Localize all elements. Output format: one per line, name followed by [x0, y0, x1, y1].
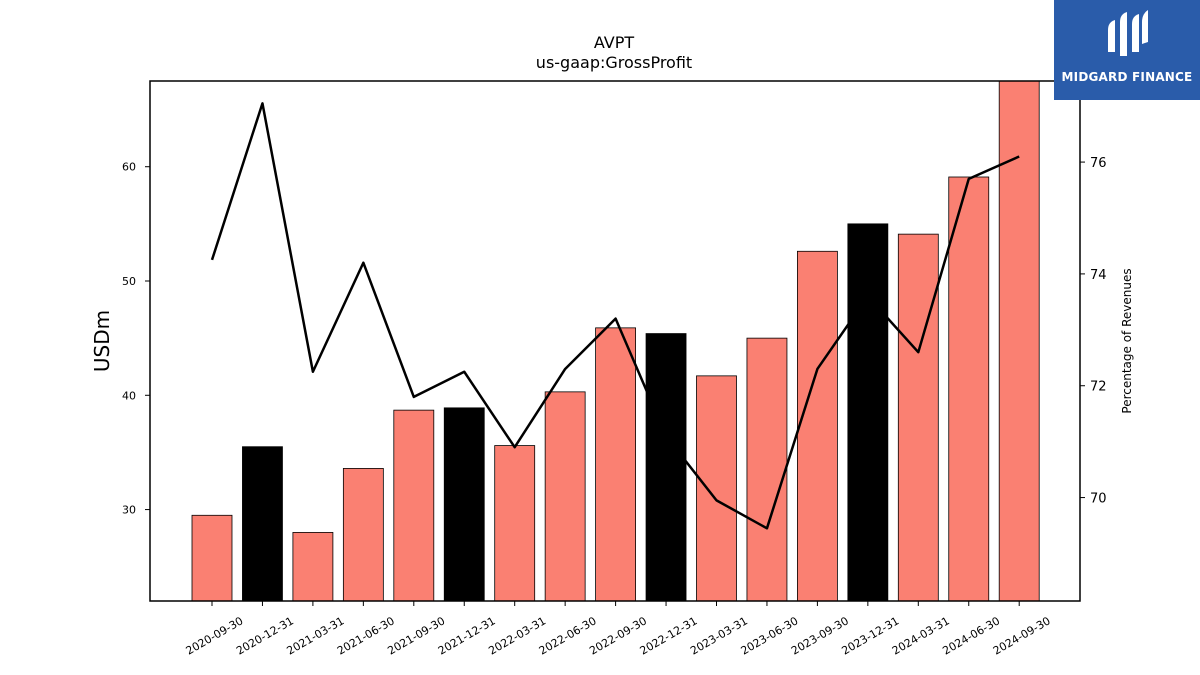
y-tick-label: 40 — [122, 389, 136, 402]
bar-2022-03-31 — [494, 445, 536, 602]
bars-layer — [191, 80, 1040, 602]
bar-2020-09-30 — [191, 514, 233, 602]
logo-mark-icon — [1108, 10, 1148, 56]
y2-tick-label: 72 — [1090, 380, 1107, 395]
percentage-line — [210, 102, 1020, 530]
bar-2020-12-31 — [242, 446, 283, 602]
line-layer — [210, 102, 1020, 530]
chart-subtitle: us-gaap:GrossProfit — [536, 53, 692, 72]
right-axis: 70 72 74 76 — [1080, 156, 1107, 507]
y2-tick-label: 76 — [1090, 156, 1107, 171]
bar-2022-06-30 — [544, 391, 586, 602]
bar-2021-03-31 — [292, 532, 334, 602]
y-axis-label: USDm — [90, 310, 114, 372]
bar-2023-06-30 — [746, 337, 788, 602]
y2-tick-label: 74 — [1090, 268, 1107, 283]
bar-2024-03-31 — [897, 233, 939, 602]
bar-2022-12-31 — [645, 333, 687, 602]
chart-title: AVPT — [594, 33, 635, 52]
bar-2021-12-31 — [443, 407, 485, 602]
bar-2023-12-31 — [847, 223, 889, 602]
y-tick-label: 60 — [122, 161, 136, 174]
x-tick-label: 2024-09-30 — [991, 614, 1053, 657]
bar-2022-09-30 — [595, 327, 636, 602]
brand-logo: MIDGARD FINANCE — [1054, 0, 1200, 100]
bar-2021-09-30 — [393, 409, 435, 602]
plot-frame — [149, 80, 1081, 602]
bar-2021-06-30 — [342, 468, 384, 602]
bar-2024-09-30 — [998, 80, 1040, 602]
bar-2023-09-30 — [797, 250, 838, 602]
bar-2024-06-30 — [948, 176, 990, 602]
y-tick-label: 50 — [122, 275, 136, 288]
bar-2023-03-31 — [696, 375, 737, 602]
y2-tick-label: 70 — [1090, 492, 1107, 507]
x-axis: 2020-09-302020-12-312021-03-312021-06-30… — [184, 601, 1053, 658]
y2-axis-label: Percentage of Revenues — [1120, 268, 1134, 413]
left-axis: 30 40 50 60 — [122, 161, 150, 517]
brand-name: MIDGARD FINANCE — [1061, 70, 1193, 84]
y-tick-label: 30 — [122, 504, 136, 517]
